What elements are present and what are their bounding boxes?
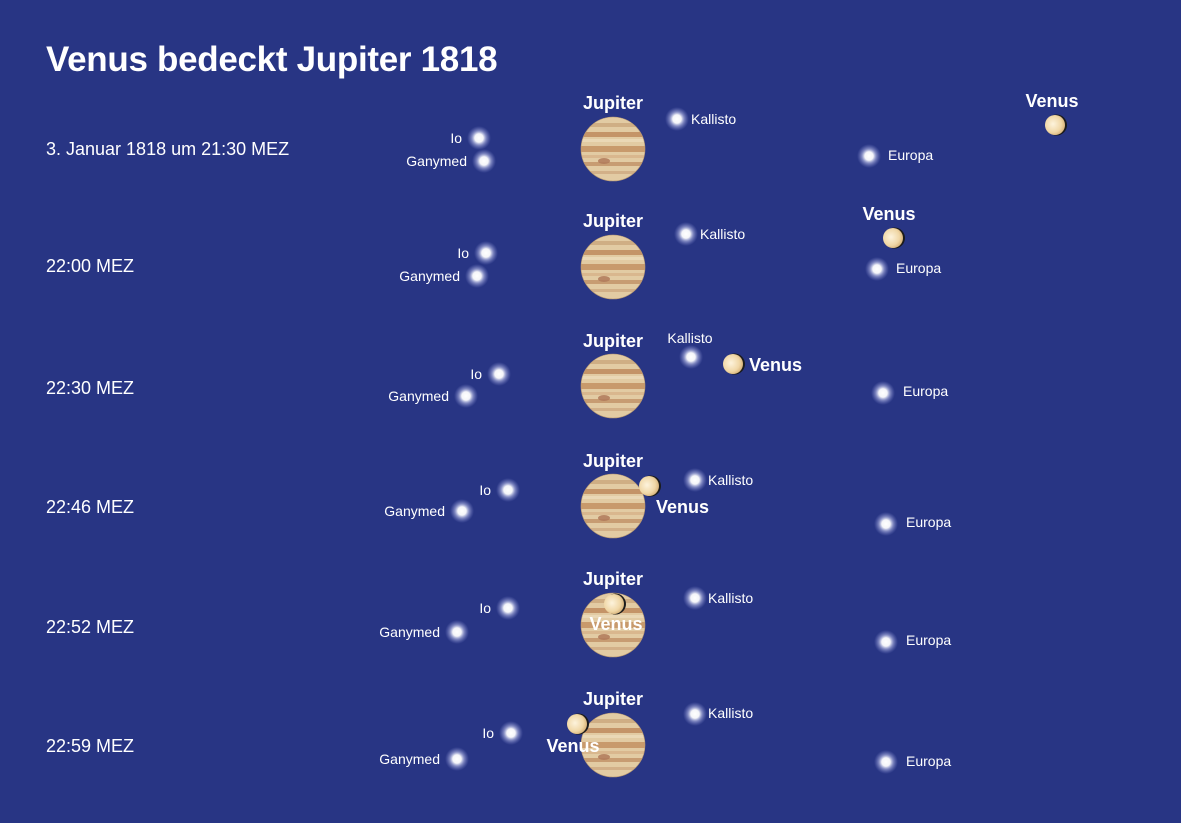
time-label: 22:00 MEZ [46,256,134,276]
kallisto-moon-icon [674,222,698,246]
diagram-title: Venus bedeckt Jupiter 1818 [46,40,498,79]
europa-label: Europa [906,753,951,769]
europa-moon-icon [857,144,881,168]
venus-icon [604,593,626,615]
jupiter-icon [579,115,647,183]
time-label: 22:59 MEZ [46,736,134,756]
jupiter-label: Jupiter [583,451,643,471]
ganymed-label: Ganymed [399,268,460,284]
venus-icon [639,475,661,497]
io-moon-icon [487,362,511,386]
kallisto-label: Kallisto [708,590,753,606]
frame-1: 3. Januar 1818 um 21:30 MEZ Jupiter Io G… [46,91,1079,183]
time-label: 22:52 MEZ [46,617,134,637]
kallisto-moon-icon [683,586,707,610]
jupiter-icon [579,352,647,420]
frame-4: 22:46 MEZ Jupiter Io Ganymed Kallisto Eu… [46,451,951,540]
io-label: Io [450,130,462,146]
ganymed-moon-icon [445,747,469,771]
frame-5: 22:52 MEZ Jupiter Io Ganymed Kallisto Eu… [46,569,951,659]
europa-moon-icon [871,381,895,405]
io-moon-icon [474,241,498,265]
time-label: 3. Januar 1818 um 21:30 MEZ [46,139,289,159]
venus-label: Venus [1025,91,1078,111]
kallisto-label: Kallisto [691,111,736,127]
jupiter-label: Jupiter [583,689,643,709]
kallisto-label: Kallisto [667,330,712,346]
jupiter-label: Jupiter [583,331,643,351]
venus-icon [567,713,589,735]
frame-2: 22:00 MEZ Jupiter Io Ganymed Kallisto Eu… [46,204,941,301]
jupiter-label: Jupiter [583,93,643,113]
kallisto-label: Kallisto [700,226,745,242]
io-label: Io [479,600,491,616]
io-label: Io [479,482,491,498]
time-label: 22:46 MEZ [46,497,134,517]
jupiter-icon [579,233,647,301]
io-label: Io [457,245,469,261]
io-label: Io [470,366,482,382]
ganymed-moon-icon [454,384,478,408]
venus-icon [723,353,745,375]
venus-label: Venus [656,497,709,517]
europa-label: Europa [906,632,951,648]
ganymed-label: Ganymed [406,153,467,169]
europa-label: Europa [896,260,941,276]
jupiter-label: Jupiter [583,569,643,589]
venus-label: Venus [589,614,642,634]
kallisto-label: Kallisto [708,472,753,488]
kallisto-moon-icon [679,345,703,369]
io-moon-icon [499,721,523,745]
frame-3: 22:30 MEZ Jupiter Io Ganymed Kallisto Eu… [46,330,948,420]
io-moon-icon [467,126,491,150]
ganymed-moon-icon [445,620,469,644]
ganymed-moon-icon [465,264,489,288]
ganymed-label: Ganymed [379,751,440,767]
venus-label: Venus [546,736,599,756]
io-moon-icon [496,478,520,502]
venus-label: Venus [862,204,915,224]
europa-moon-icon [874,630,898,654]
europa-label: Europa [888,147,933,163]
frame-6: 22:59 MEZ Jupiter Io Ganymed Kallisto Eu… [46,689,951,779]
time-label: 22:30 MEZ [46,378,134,398]
ganymed-label: Ganymed [379,624,440,640]
ganymed-label: Ganymed [384,503,445,519]
venus-icon [883,227,905,249]
kallisto-label: Kallisto [708,705,753,721]
ganymed-moon-icon [472,149,496,173]
kallisto-moon-icon [665,107,689,131]
io-moon-icon [496,596,520,620]
europa-moon-icon [874,750,898,774]
europa-label: Europa [906,514,951,530]
ganymed-label: Ganymed [388,388,449,404]
europa-moon-icon [865,257,889,281]
venus-label: Venus [749,355,802,375]
venus-icon [1045,114,1067,136]
kallisto-moon-icon [683,468,707,492]
kallisto-moon-icon [683,702,707,726]
io-label: Io [482,725,494,741]
jupiter-label: Jupiter [583,211,643,231]
jupiter-icon [579,472,647,540]
europa-label: Europa [903,383,948,399]
europa-moon-icon [874,512,898,536]
ganymed-moon-icon [450,499,474,523]
